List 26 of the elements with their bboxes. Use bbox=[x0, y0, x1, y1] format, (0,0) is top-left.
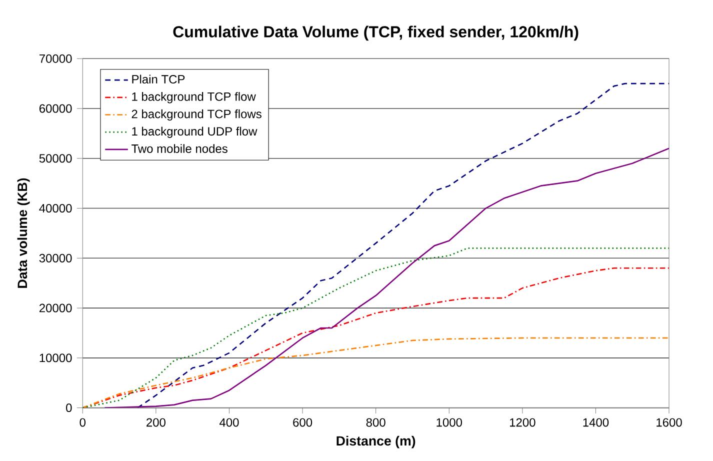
x-tick-label: 0 bbox=[80, 418, 86, 427]
x-tick-label: 1200 bbox=[510, 418, 536, 427]
legend-label: 1 background TCP flow bbox=[132, 92, 256, 104]
x-tick-label: 1400 bbox=[583, 418, 609, 427]
x-tick-label: 800 bbox=[366, 418, 386, 427]
y-tick-label: 70000 bbox=[39, 54, 72, 63]
y-tick-label: 40000 bbox=[39, 204, 72, 212]
x-axis-title: Distance (m) bbox=[336, 436, 416, 448]
y-tick-label: 10000 bbox=[40, 354, 72, 362]
y-axis-title: Data volume (KB) bbox=[17, 178, 30, 288]
legend-label: Two mobile nodes bbox=[132, 144, 228, 153]
x-tick-label: 1600 bbox=[656, 418, 682, 427]
chart-title: Cumulative Data Volume (TCP, fixed sender, 120km/h) bbox=[173, 26, 578, 41]
x-tick-label: 1000 bbox=[436, 418, 462, 427]
line-series bbox=[82, 337, 670, 408]
y-tick-label: 50000 bbox=[39, 154, 72, 163]
y-tick-label: 20000 bbox=[39, 304, 72, 312]
y-tick-label: 30000 bbox=[39, 254, 72, 262]
y-tick-label: 60000 bbox=[39, 104, 72, 113]
legend-label: 1 background UDP flow bbox=[132, 126, 258, 138]
x-tick-label: 600 bbox=[293, 418, 312, 427]
y-tick-label: 0 bbox=[66, 404, 72, 412]
x-tick-label: 400 bbox=[219, 418, 239, 427]
legend-label: 2 background TCP flows bbox=[132, 109, 262, 121]
legend-label: Plain TCP bbox=[132, 74, 185, 84]
x-tick-label: 200 bbox=[146, 418, 166, 427]
